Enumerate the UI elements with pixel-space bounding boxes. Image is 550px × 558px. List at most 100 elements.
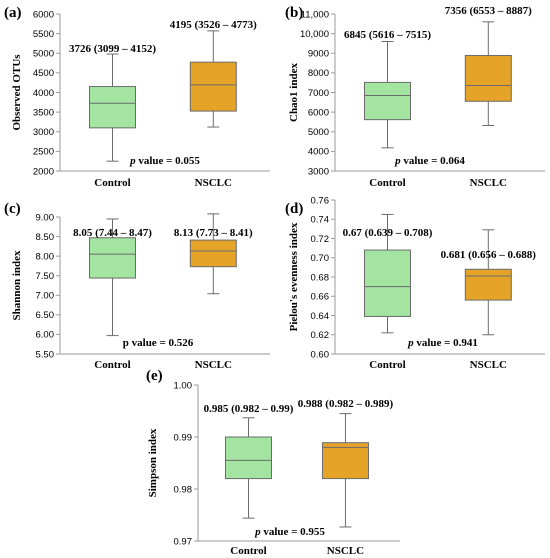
panel-e: (e) 0.97 0.98 0.99 1.00 Simpson index 0.985 (0…	[146, 368, 400, 557]
box-body	[189, 61, 237, 112]
y-tick-label: 0.74	[311, 215, 330, 226]
box-body	[464, 268, 512, 301]
y-tick-label: 1.00	[174, 380, 193, 391]
y-tick-label: 6000	[33, 9, 54, 20]
y-tick-label: 0.72	[311, 234, 330, 245]
y-tick-label: 6.00	[36, 330, 55, 341]
y-tick-label: 0.62	[311, 330, 330, 341]
data-label: 8.13 (7.73 – 8.41)	[174, 227, 253, 239]
y-tick-label: 5000	[33, 49, 54, 60]
data-label: 0.985 (0.982 – 0.99)	[204, 403, 294, 415]
p-value-text: value = 0.955	[261, 526, 326, 538]
category-label: Control	[94, 177, 130, 189]
category-label: Control	[369, 359, 405, 371]
y-tick-label: 0.97	[174, 536, 193, 547]
y-tick-label: 4000	[33, 88, 54, 99]
category-label: NSCLC	[195, 177, 232, 189]
y-tick-label: 0.70	[311, 253, 330, 264]
y-tick-label: 4000	[308, 147, 329, 158]
y-tick-label: 9000	[308, 49, 329, 60]
y-tick-label: 7.50	[36, 271, 55, 282]
panel-letter: (e)	[146, 368, 163, 384]
box-control: 6845 (5616 – 7515) Control	[344, 29, 431, 189]
y-tick-label: 7000	[308, 88, 329, 99]
y-axis-label: Pielou's evenness index	[288, 222, 300, 331]
panel-letter: (b)	[285, 5, 303, 21]
data-label: 0.681 (0.656 – 0.688)	[441, 249, 537, 261]
y-tick-label: 6000	[308, 107, 329, 118]
y-tick-label: 2500	[33, 147, 54, 158]
box-body	[189, 239, 237, 268]
p-value-label: p value = 0.055	[129, 155, 200, 167]
y-tick-label: 3500	[33, 107, 54, 118]
y-tick-label: 0.76	[311, 195, 330, 206]
box-control: 0.985 (0.982 – 0.99) Control	[204, 403, 294, 557]
p-value-prefix: p	[254, 526, 261, 538]
p-value-text: value = 0.941	[414, 337, 478, 349]
y-tick-label: 2000	[33, 166, 54, 177]
y-tick-label: 10,000	[300, 29, 329, 40]
box-body	[89, 86, 136, 129]
category-label: NSCLC	[470, 177, 507, 189]
category-label: NSCLC	[327, 545, 364, 557]
y-axis-label: Observed OTUs	[11, 54, 23, 131]
data-label: 7356 (6553 – 8887)	[445, 5, 532, 17]
box-nsclc: 8.13 (7.73 – 8.41) NSCLC	[174, 213, 253, 371]
y-tick-label: 8000	[308, 68, 329, 79]
data-label: 3726 (3099 – 4152)	[69, 43, 156, 55]
data-label: 6845 (5616 – 7515)	[344, 29, 431, 41]
box-control: 0.67 (0.639 – 0.708) Control	[343, 213, 433, 371]
p-value-prefix: p	[129, 155, 136, 167]
y-tick-label: 8.00	[36, 251, 55, 262]
y-tick-label: 7.00	[36, 291, 55, 302]
box-body	[321, 442, 369, 480]
box-body	[89, 237, 136, 279]
y-axis-label: Chao1 index	[288, 63, 300, 122]
box-body	[364, 249, 411, 317]
p-value-label: p value = 0.955	[254, 526, 325, 538]
panel-d: (d) 0.60 0.62 0.64 0.66 0.68 0.70 0.72 0.74 0.76 P…	[285, 195, 545, 371]
y-tick-label: 6.50	[36, 310, 55, 321]
panel-b: (b) 3000 4000 5000 6000 7000 8000 9000 10,000 11,…	[285, 5, 545, 189]
y-tick-label: 0.64	[311, 311, 330, 322]
p-value-text: value = 0.055	[136, 155, 201, 167]
p-value-prefix: p	[394, 155, 401, 167]
y-tick-label: 5000	[308, 127, 329, 138]
y-tick-label: 3000	[33, 127, 54, 138]
box-nsclc: 0.988 (0.982 – 0.989) NSCLC	[298, 398, 394, 557]
box-control: 3726 (3099 – 4152) Control	[69, 43, 156, 189]
y-tick-label: 8.50	[36, 232, 55, 243]
p-value-text: p value = 0.526	[123, 337, 194, 349]
data-label: 0.67 (0.639 – 0.708)	[343, 227, 433, 239]
box-nsclc: 0.681 (0.656 – 0.688) NSCLC	[441, 229, 537, 371]
y-tick-label: 5500	[33, 29, 54, 40]
panel-letter: (d)	[285, 201, 303, 217]
box-nsclc: 7356 (6553 – 8887) NSCLC	[445, 5, 532, 189]
y-tick-label: 0.60	[311, 349, 330, 360]
y-tick-label: 5.50	[36, 349, 55, 360]
y-tick-label: 0.98	[174, 484, 193, 495]
y-tick-label: 4500	[33, 68, 54, 79]
category-label: NSCLC	[470, 359, 507, 371]
p-value-text: value = 0.064	[401, 155, 466, 167]
y-tick-label: 9.00	[36, 212, 55, 223]
box-body	[364, 81, 411, 121]
y-tick-label: 11,000	[301, 9, 329, 20]
p-value-prefix: p	[407, 337, 414, 349]
panel-a: (a) 2000 2500 3000 3500 4000 4500 5000 5500 6000 O…	[4, 5, 270, 189]
p-value-label: p value = 0.064	[394, 155, 465, 167]
category-label: NSCLC	[195, 359, 232, 371]
category-label: Control	[369, 177, 405, 189]
y-tick-label: 0.68	[311, 272, 330, 283]
y-tick-label: 0.66	[311, 292, 330, 303]
panel-letter: (c)	[4, 201, 21, 217]
y-axis-label: Simpson index	[147, 428, 159, 497]
box-body	[225, 436, 272, 480]
box-body	[464, 54, 512, 102]
box-nsclc: 4195 (3526 – 4773) NSCLC	[170, 19, 257, 189]
panel-c: (c) 5.50 6.00 6.50 7.00 7.50 8.00 8.50 9.00 Shann…	[4, 201, 270, 371]
data-label: 8.05 (7.44 – 8.47)	[73, 227, 152, 239]
data-label: 0.988 (0.982 – 0.989)	[298, 398, 394, 410]
panel-letter: (a)	[4, 5, 22, 21]
